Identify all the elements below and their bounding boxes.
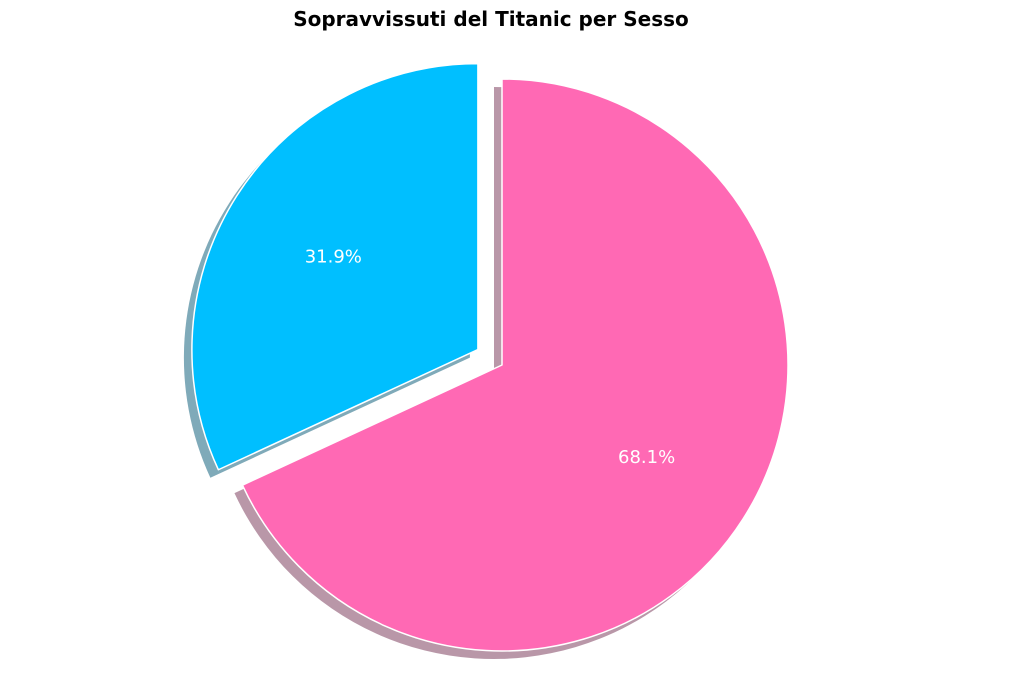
slice-percent-label: 31.9% [305, 247, 362, 268]
pie-slice [191, 62, 479, 471]
slice-layer [191, 62, 789, 652]
chart-title: Sopravvissuti del Titanic per Sesso [293, 7, 689, 31]
label-layer: 31.9% 68.1% [305, 247, 675, 468]
pie-slice [241, 78, 789, 652]
slice-percent-label: 68.1% [618, 447, 675, 468]
